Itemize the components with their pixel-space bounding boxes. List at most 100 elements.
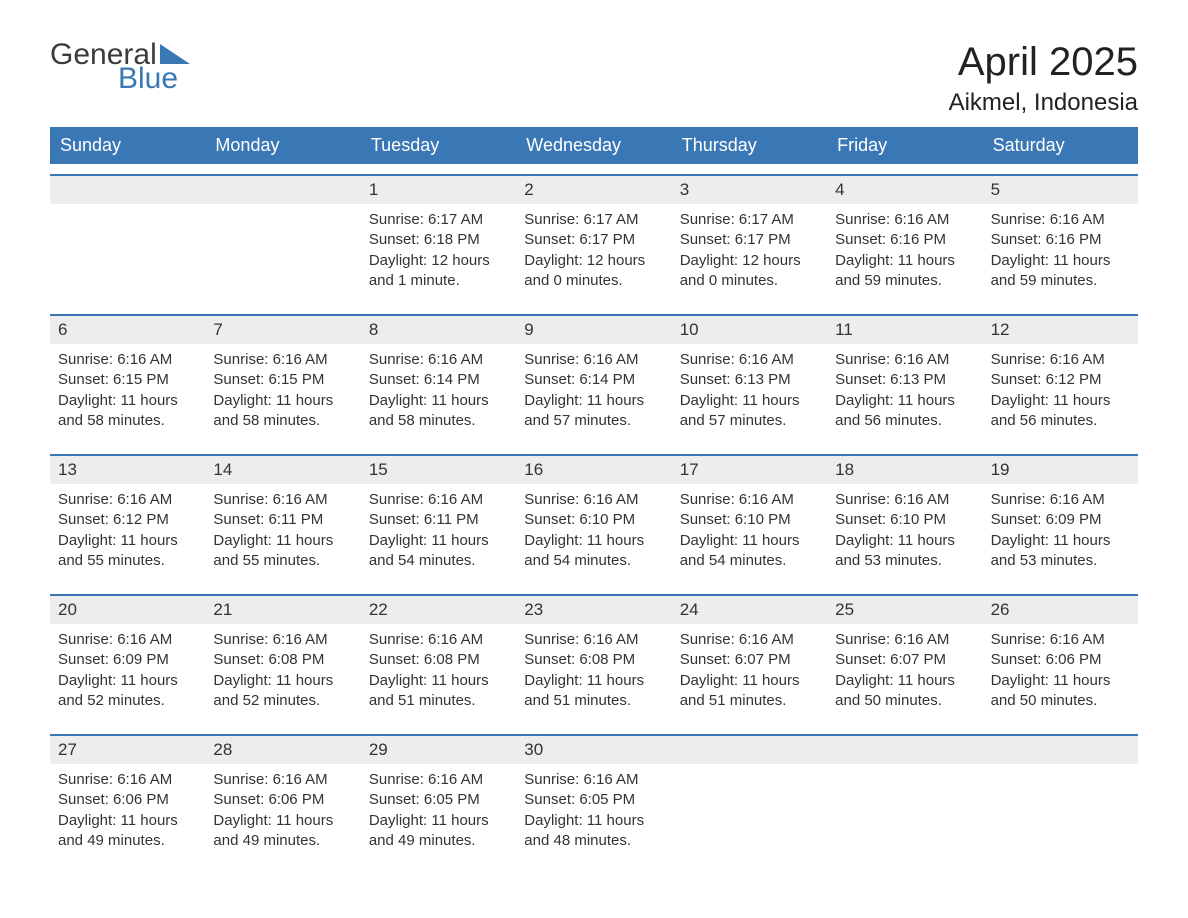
daylight-line: Daylight: 12 hours and 0 minutes. [524, 251, 663, 292]
cell-body: Sunrise: 6:16 AMSunset: 6:11 PMDaylight:… [361, 484, 516, 571]
sunrise-line: Sunrise: 6:16 AM [835, 630, 974, 650]
cell-day-number: 19 [983, 454, 1138, 484]
cell-body: Sunrise: 6:16 AMSunset: 6:06 PMDaylight:… [205, 764, 360, 851]
cell-body: Sunrise: 6:16 AMSunset: 6:15 PMDaylight:… [205, 344, 360, 431]
calendar-cell: 30Sunrise: 6:16 AMSunset: 6:05 PMDayligh… [516, 734, 671, 864]
cell-day-number: 23 [516, 594, 671, 624]
calendar-cell: 15Sunrise: 6:16 AMSunset: 6:11 PMDayligh… [361, 454, 516, 584]
cell-day-number: 3 [672, 174, 827, 204]
daylight-line: Daylight: 11 hours and 56 minutes. [835, 391, 974, 432]
cell-day-number: 24 [672, 594, 827, 624]
cell-day-number: 10 [672, 314, 827, 344]
daylight-line: Daylight: 11 hours and 54 minutes. [680, 531, 819, 572]
daylight-line: Daylight: 11 hours and 51 minutes. [524, 671, 663, 712]
cell-body: Sunrise: 6:16 AMSunset: 6:08 PMDaylight:… [516, 624, 671, 711]
sunrise-line: Sunrise: 6:16 AM [991, 210, 1130, 230]
location-label: Aikmel, Indonesia [949, 89, 1138, 117]
logo-triangle-icon [160, 44, 190, 64]
cell-day-number: 20 [50, 594, 205, 624]
calendar-cell: 6Sunrise: 6:16 AMSunset: 6:15 PMDaylight… [50, 314, 205, 444]
cell-day-number: 27 [50, 734, 205, 764]
calendar-week: 13Sunrise: 6:16 AMSunset: 6:12 PMDayligh… [50, 454, 1138, 584]
weeks-container: 1Sunrise: 6:17 AMSunset: 6:18 PMDaylight… [50, 174, 1138, 864]
sunset-line: Sunset: 6:11 PM [369, 510, 508, 530]
calendar-cell: 14Sunrise: 6:16 AMSunset: 6:11 PMDayligh… [205, 454, 360, 584]
daylight-line: Daylight: 12 hours and 0 minutes. [680, 251, 819, 292]
cell-day-number: 8 [361, 314, 516, 344]
sunset-line: Sunset: 6:16 PM [835, 230, 974, 250]
calendar-week: 27Sunrise: 6:16 AMSunset: 6:06 PMDayligh… [50, 734, 1138, 864]
calendar-cell: 7Sunrise: 6:16 AMSunset: 6:15 PMDaylight… [205, 314, 360, 444]
cell-day-number: 9 [516, 314, 671, 344]
cell-body [827, 764, 982, 770]
calendar-cell: 17Sunrise: 6:16 AMSunset: 6:10 PMDayligh… [672, 454, 827, 584]
cell-day-number [205, 174, 360, 204]
sunset-line: Sunset: 6:12 PM [58, 510, 197, 530]
calendar-cell [983, 734, 1138, 864]
cell-day-number: 12 [983, 314, 1138, 344]
cell-body: Sunrise: 6:16 AMSunset: 6:13 PMDaylight:… [827, 344, 982, 431]
sunrise-line: Sunrise: 6:17 AM [524, 210, 663, 230]
cell-body: Sunrise: 6:16 AMSunset: 6:09 PMDaylight:… [983, 484, 1138, 571]
dayname-sunday: Sunday [50, 127, 205, 164]
calendar-cell: 4Sunrise: 6:16 AMSunset: 6:16 PMDaylight… [827, 174, 982, 304]
cell-day-number: 25 [827, 594, 982, 624]
sunrise-line: Sunrise: 6:16 AM [58, 630, 197, 650]
sunrise-line: Sunrise: 6:16 AM [835, 490, 974, 510]
cell-body: Sunrise: 6:17 AMSunset: 6:18 PMDaylight:… [361, 204, 516, 291]
sunset-line: Sunset: 6:07 PM [680, 650, 819, 670]
cell-body: Sunrise: 6:16 AMSunset: 6:07 PMDaylight:… [672, 624, 827, 711]
daylight-line: Daylight: 11 hours and 48 minutes. [524, 811, 663, 852]
cell-body [983, 764, 1138, 770]
month-title: April 2025 [949, 40, 1138, 85]
sunrise-line: Sunrise: 6:16 AM [213, 630, 352, 650]
sunset-line: Sunset: 6:10 PM [680, 510, 819, 530]
cell-body: Sunrise: 6:16 AMSunset: 6:12 PMDaylight:… [50, 484, 205, 571]
sunrise-line: Sunrise: 6:16 AM [58, 350, 197, 370]
calendar-cell: 2Sunrise: 6:17 AMSunset: 6:17 PMDaylight… [516, 174, 671, 304]
cell-day-number: 6 [50, 314, 205, 344]
cell-day-number: 18 [827, 454, 982, 484]
cell-body: Sunrise: 6:16 AMSunset: 6:11 PMDaylight:… [205, 484, 360, 571]
cell-body: Sunrise: 6:16 AMSunset: 6:10 PMDaylight:… [516, 484, 671, 571]
cell-day-number: 14 [205, 454, 360, 484]
daylight-line: Daylight: 11 hours and 49 minutes. [369, 811, 508, 852]
calendar-cell: 21Sunrise: 6:16 AMSunset: 6:08 PMDayligh… [205, 594, 360, 724]
sunset-line: Sunset: 6:05 PM [524, 790, 663, 810]
sunset-line: Sunset: 6:05 PM [369, 790, 508, 810]
sunrise-line: Sunrise: 6:16 AM [524, 350, 663, 370]
sunrise-line: Sunrise: 6:16 AM [369, 770, 508, 790]
calendar-cell: 19Sunrise: 6:16 AMSunset: 6:09 PMDayligh… [983, 454, 1138, 584]
sunrise-line: Sunrise: 6:17 AM [369, 210, 508, 230]
calendar-cell: 24Sunrise: 6:16 AMSunset: 6:07 PMDayligh… [672, 594, 827, 724]
daylight-line: Daylight: 11 hours and 57 minutes. [524, 391, 663, 432]
calendar-cell: 10Sunrise: 6:16 AMSunset: 6:13 PMDayligh… [672, 314, 827, 444]
cell-body: Sunrise: 6:16 AMSunset: 6:07 PMDaylight:… [827, 624, 982, 711]
dayname-wednesday: Wednesday [516, 127, 671, 164]
calendar-cell [50, 174, 205, 304]
cell-body: Sunrise: 6:16 AMSunset: 6:09 PMDaylight:… [50, 624, 205, 711]
cell-day-number: 4 [827, 174, 982, 204]
sunrise-line: Sunrise: 6:16 AM [991, 350, 1130, 370]
calendar-cell: 29Sunrise: 6:16 AMSunset: 6:05 PMDayligh… [361, 734, 516, 864]
sunrise-line: Sunrise: 6:16 AM [58, 770, 197, 790]
daylight-line: Daylight: 11 hours and 56 minutes. [991, 391, 1130, 432]
calendar-cell [205, 174, 360, 304]
daylight-line: Daylight: 11 hours and 52 minutes. [213, 671, 352, 712]
cell-body [50, 204, 205, 210]
sunset-line: Sunset: 6:09 PM [991, 510, 1130, 530]
cell-day-number: 30 [516, 734, 671, 764]
sunrise-line: Sunrise: 6:16 AM [524, 630, 663, 650]
daylight-line: Daylight: 11 hours and 51 minutes. [680, 671, 819, 712]
daylight-line: Daylight: 11 hours and 49 minutes. [213, 811, 352, 852]
cell-body: Sunrise: 6:16 AMSunset: 6:08 PMDaylight:… [361, 624, 516, 711]
sunset-line: Sunset: 6:13 PM [835, 370, 974, 390]
cell-body: Sunrise: 6:16 AMSunset: 6:16 PMDaylight:… [983, 204, 1138, 291]
daylight-line: Daylight: 11 hours and 50 minutes. [835, 671, 974, 712]
dayname-saturday: Saturday [983, 127, 1138, 164]
daylight-line: Daylight: 11 hours and 53 minutes. [835, 531, 974, 572]
calendar-cell: 8Sunrise: 6:16 AMSunset: 6:14 PMDaylight… [361, 314, 516, 444]
daylight-line: Daylight: 12 hours and 1 minute. [369, 251, 508, 292]
calendar-cell: 16Sunrise: 6:16 AMSunset: 6:10 PMDayligh… [516, 454, 671, 584]
sunset-line: Sunset: 6:17 PM [680, 230, 819, 250]
